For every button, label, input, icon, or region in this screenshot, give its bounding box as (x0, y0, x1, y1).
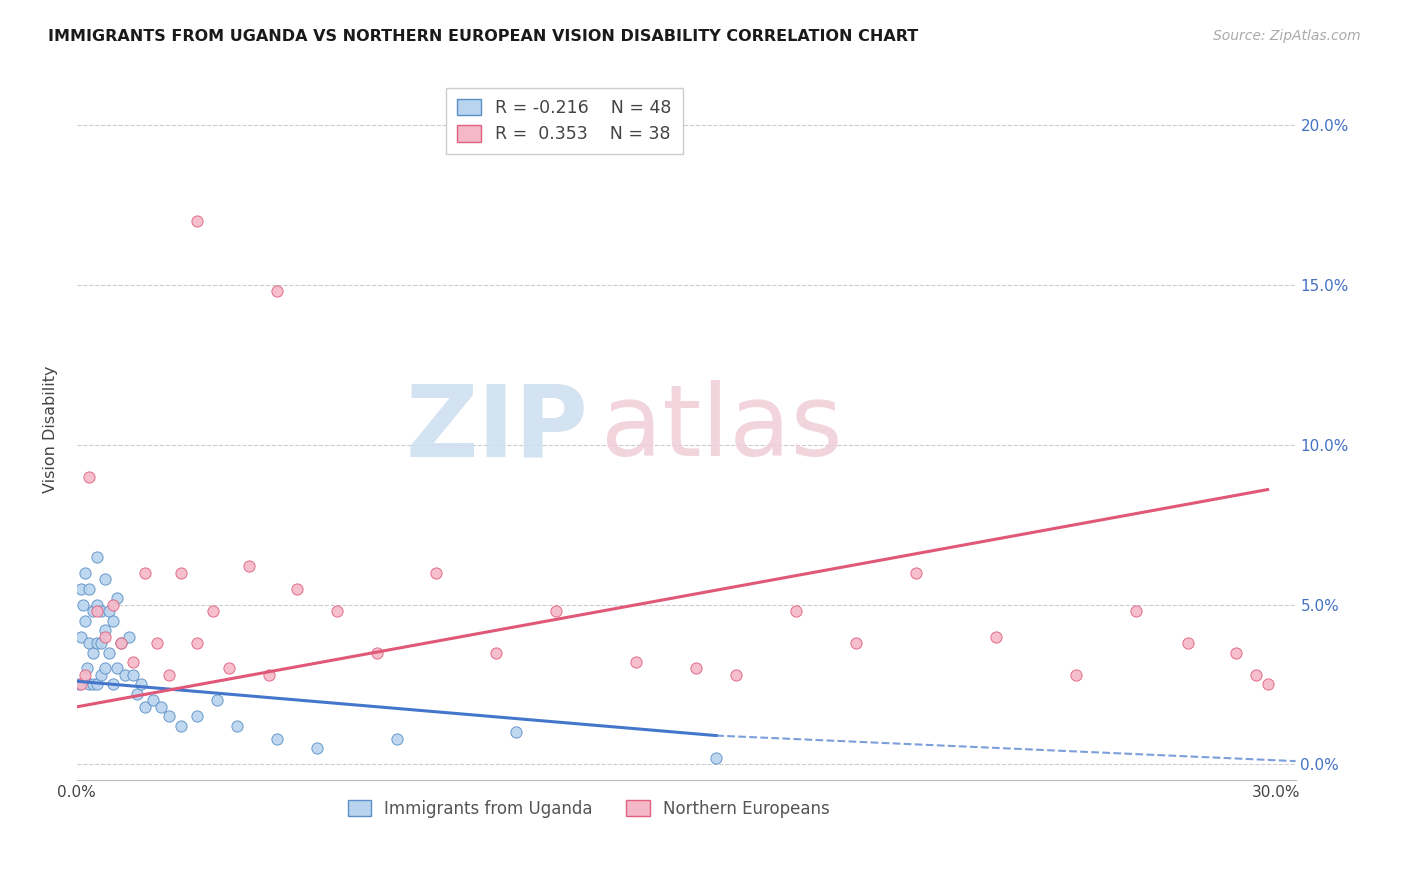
Point (146, 636, 169, 650)
Point (86, 598, 108, 612)
Text: IMMIGRANTS FROM UGANDA VS NORTHERN EUROPEAN VISION DISABILITY CORRELATION CHART: IMMIGRANTS FROM UGANDA VS NORTHERN EUROP… (48, 29, 918, 45)
Legend: Immigrants from Uganda, Northern Europeans: Immigrants from Uganda, Northern Europea… (342, 793, 837, 825)
Point (685, 661, 707, 675)
Point (129, 677, 152, 691)
Point (121, 668, 143, 682)
Point (1257, 677, 1279, 691)
Point (266, 731, 288, 746)
Point (73, 566, 96, 580)
Text: Source: ZipAtlas.com: Source: ZipAtlas.com (1213, 29, 1361, 44)
Point (101, 614, 124, 628)
Point (114, 668, 136, 682)
Point (725, 668, 748, 682)
Point (170, 566, 193, 580)
Point (1064, 668, 1087, 682)
Point (67, 677, 90, 691)
Text: ZIP: ZIP (406, 380, 589, 477)
Point (157, 709, 180, 723)
Point (845, 636, 868, 650)
Point (142, 693, 165, 707)
Point (77, 582, 100, 596)
Point (225, 719, 247, 733)
Point (73, 668, 96, 682)
Point (97, 604, 120, 618)
Point (94, 661, 117, 675)
Point (77, 677, 100, 691)
Point (1177, 636, 1199, 650)
Point (218, 661, 240, 675)
Point (266, 285, 288, 299)
Point (73, 614, 96, 628)
Point (70, 677, 93, 691)
Point (385, 731, 408, 746)
Point (82, 677, 104, 691)
Text: atlas: atlas (600, 380, 842, 477)
Point (485, 646, 508, 660)
Point (82, 646, 104, 660)
Y-axis label: Vision Disability: Vision Disability (44, 365, 58, 492)
Point (201, 604, 224, 618)
Point (105, 591, 128, 606)
Point (121, 655, 143, 669)
Point (984, 630, 1007, 644)
Point (86, 636, 108, 650)
Point (86, 677, 108, 691)
Point (325, 604, 347, 618)
Point (626, 655, 648, 669)
Point (70, 582, 93, 596)
Point (77, 470, 100, 484)
Point (101, 598, 124, 612)
Point (305, 741, 328, 756)
Point (1244, 668, 1267, 682)
Point (82, 604, 104, 618)
Point (70, 630, 93, 644)
Point (134, 699, 156, 714)
Point (785, 604, 807, 618)
Point (90, 668, 112, 682)
Point (125, 687, 148, 701)
Point (366, 646, 388, 660)
Point (1125, 604, 1147, 618)
Point (257, 668, 280, 682)
Point (101, 677, 124, 691)
Point (186, 709, 208, 723)
Point (90, 604, 112, 618)
Point (110, 636, 132, 650)
Point (72, 598, 94, 612)
Point (77, 636, 100, 650)
Point (157, 668, 180, 682)
Point (118, 630, 141, 644)
Point (94, 623, 117, 637)
Point (97, 646, 120, 660)
Point (105, 661, 128, 675)
Point (704, 751, 727, 765)
Point (90, 636, 112, 650)
Point (186, 636, 208, 650)
Point (86, 604, 108, 618)
Point (285, 582, 308, 596)
Point (425, 566, 447, 580)
Point (186, 214, 208, 228)
Point (86, 549, 108, 564)
Point (76, 661, 98, 675)
Point (134, 566, 156, 580)
Point (94, 630, 117, 644)
Point (546, 604, 568, 618)
Point (94, 572, 117, 586)
Point (170, 719, 193, 733)
Point (149, 699, 172, 714)
Point (505, 725, 527, 739)
Point (238, 559, 260, 574)
Point (1225, 646, 1247, 660)
Point (205, 693, 228, 707)
Point (904, 566, 927, 580)
Point (110, 636, 132, 650)
